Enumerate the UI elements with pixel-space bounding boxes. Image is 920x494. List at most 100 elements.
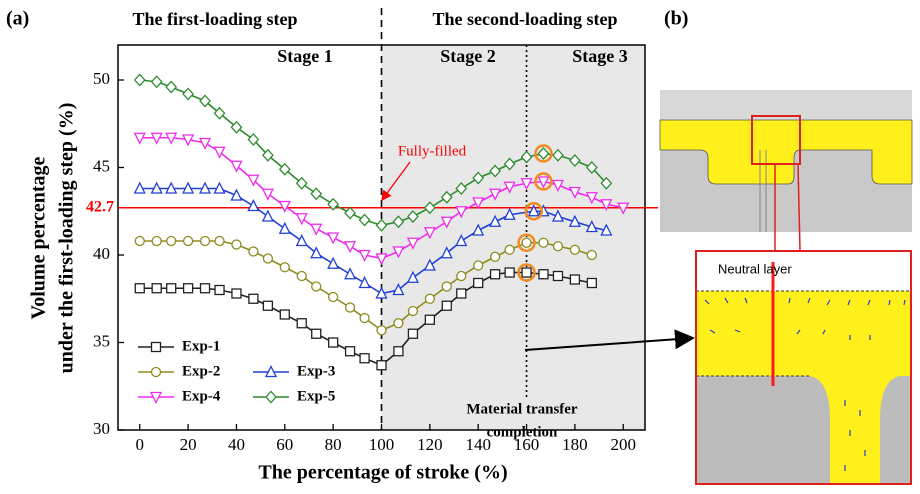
marker bbox=[345, 208, 355, 219]
marker bbox=[505, 268, 514, 277]
marker bbox=[215, 286, 224, 295]
legend-label: Exp-4 bbox=[182, 388, 221, 404]
legend-label: Exp-5 bbox=[297, 388, 335, 404]
marker bbox=[297, 236, 307, 246]
marker bbox=[328, 233, 338, 243]
marker bbox=[249, 294, 258, 303]
marker bbox=[345, 242, 355, 252]
marker bbox=[215, 147, 225, 157]
marker bbox=[570, 245, 579, 254]
marker bbox=[184, 284, 193, 293]
x-tick-label: 20 bbox=[180, 435, 197, 454]
marker bbox=[328, 258, 338, 268]
step-label: The first-loading step bbox=[132, 9, 297, 29]
reference-label: 42.7 bbox=[86, 198, 114, 215]
step-label: The second-loading step bbox=[432, 9, 617, 29]
completion-label: Material transfer bbox=[466, 401, 578, 417]
marker bbox=[215, 237, 224, 246]
neutral-layer-label: Neutral layer bbox=[718, 261, 792, 276]
marker bbox=[345, 269, 355, 279]
marker bbox=[474, 261, 483, 270]
marker bbox=[360, 354, 369, 363]
image-bg bbox=[660, 90, 912, 122]
y-tick-label: 50 bbox=[93, 69, 110, 88]
panel-label: (a) bbox=[6, 8, 29, 30]
marker bbox=[539, 270, 548, 279]
y-tick-label: 40 bbox=[93, 244, 110, 263]
marker bbox=[263, 254, 272, 263]
marker bbox=[360, 215, 370, 226]
stage-label: Stage 2 bbox=[440, 46, 496, 66]
marker bbox=[263, 211, 273, 221]
marker bbox=[329, 338, 338, 347]
marker bbox=[280, 223, 290, 233]
marker bbox=[570, 275, 579, 284]
marker bbox=[377, 326, 386, 335]
legend-marker bbox=[152, 343, 161, 352]
x-tick-label: 0 bbox=[136, 435, 145, 454]
legend-label: Exp-3 bbox=[297, 363, 335, 379]
marker bbox=[522, 238, 531, 247]
figure: 0204060801001201401601802003035404550The… bbox=[0, 0, 920, 494]
legend-marker bbox=[266, 392, 276, 403]
marker bbox=[231, 161, 241, 171]
x-axis-title: The percentage of stroke (%) bbox=[258, 462, 507, 484]
plot-area: 0204060801001201401601802003035404550The… bbox=[86, 8, 658, 454]
marker bbox=[152, 237, 161, 246]
marker bbox=[442, 282, 451, 291]
marker bbox=[522, 268, 531, 277]
marker bbox=[167, 284, 176, 293]
marker bbox=[360, 278, 370, 288]
marker bbox=[425, 315, 434, 324]
marker bbox=[553, 242, 562, 251]
marker bbox=[231, 190, 241, 200]
panel-b: (b) Neutral layer bbox=[660, 8, 912, 484]
marker bbox=[263, 301, 272, 310]
marker bbox=[408, 329, 417, 338]
marker bbox=[135, 75, 145, 86]
marker bbox=[553, 272, 562, 281]
marker bbox=[457, 272, 466, 281]
stage-label: Stage 1 bbox=[277, 46, 333, 66]
marker bbox=[346, 347, 355, 356]
marker bbox=[232, 240, 241, 249]
marker bbox=[135, 284, 144, 293]
marker bbox=[394, 319, 403, 328]
legend-label: Exp-2 bbox=[182, 363, 220, 379]
marker bbox=[442, 301, 451, 310]
marker bbox=[587, 251, 596, 260]
marker bbox=[297, 272, 306, 281]
marker bbox=[587, 279, 596, 288]
reference-annotation: Fully-filled bbox=[398, 143, 467, 159]
marker bbox=[329, 293, 338, 302]
marker bbox=[505, 245, 514, 254]
marker bbox=[135, 237, 144, 246]
marker bbox=[491, 252, 500, 261]
marker bbox=[280, 263, 289, 272]
marker bbox=[280, 202, 290, 212]
marker bbox=[311, 188, 321, 199]
y-tick-label: 45 bbox=[93, 156, 110, 175]
marker bbox=[394, 347, 403, 356]
marker bbox=[263, 189, 273, 199]
marker bbox=[312, 329, 321, 338]
marker bbox=[184, 237, 193, 246]
x-tick-label: 60 bbox=[276, 435, 293, 454]
marker bbox=[408, 307, 417, 316]
marker bbox=[232, 289, 241, 298]
marker bbox=[346, 303, 355, 312]
stage-label: Stage 3 bbox=[572, 46, 628, 66]
x-tick-label: 180 bbox=[562, 435, 588, 454]
completion-label: completion bbox=[487, 424, 558, 440]
marker bbox=[297, 214, 307, 224]
marker bbox=[312, 282, 321, 291]
marker bbox=[297, 319, 306, 328]
x-tick-label: 80 bbox=[325, 435, 342, 454]
x-tick-label: 100 bbox=[369, 435, 395, 454]
marker bbox=[491, 270, 500, 279]
legend-label: Exp-1 bbox=[182, 338, 220, 354]
marker bbox=[360, 314, 369, 323]
marker bbox=[249, 247, 258, 256]
marker bbox=[457, 289, 466, 298]
x-tick-label: 120 bbox=[417, 435, 443, 454]
